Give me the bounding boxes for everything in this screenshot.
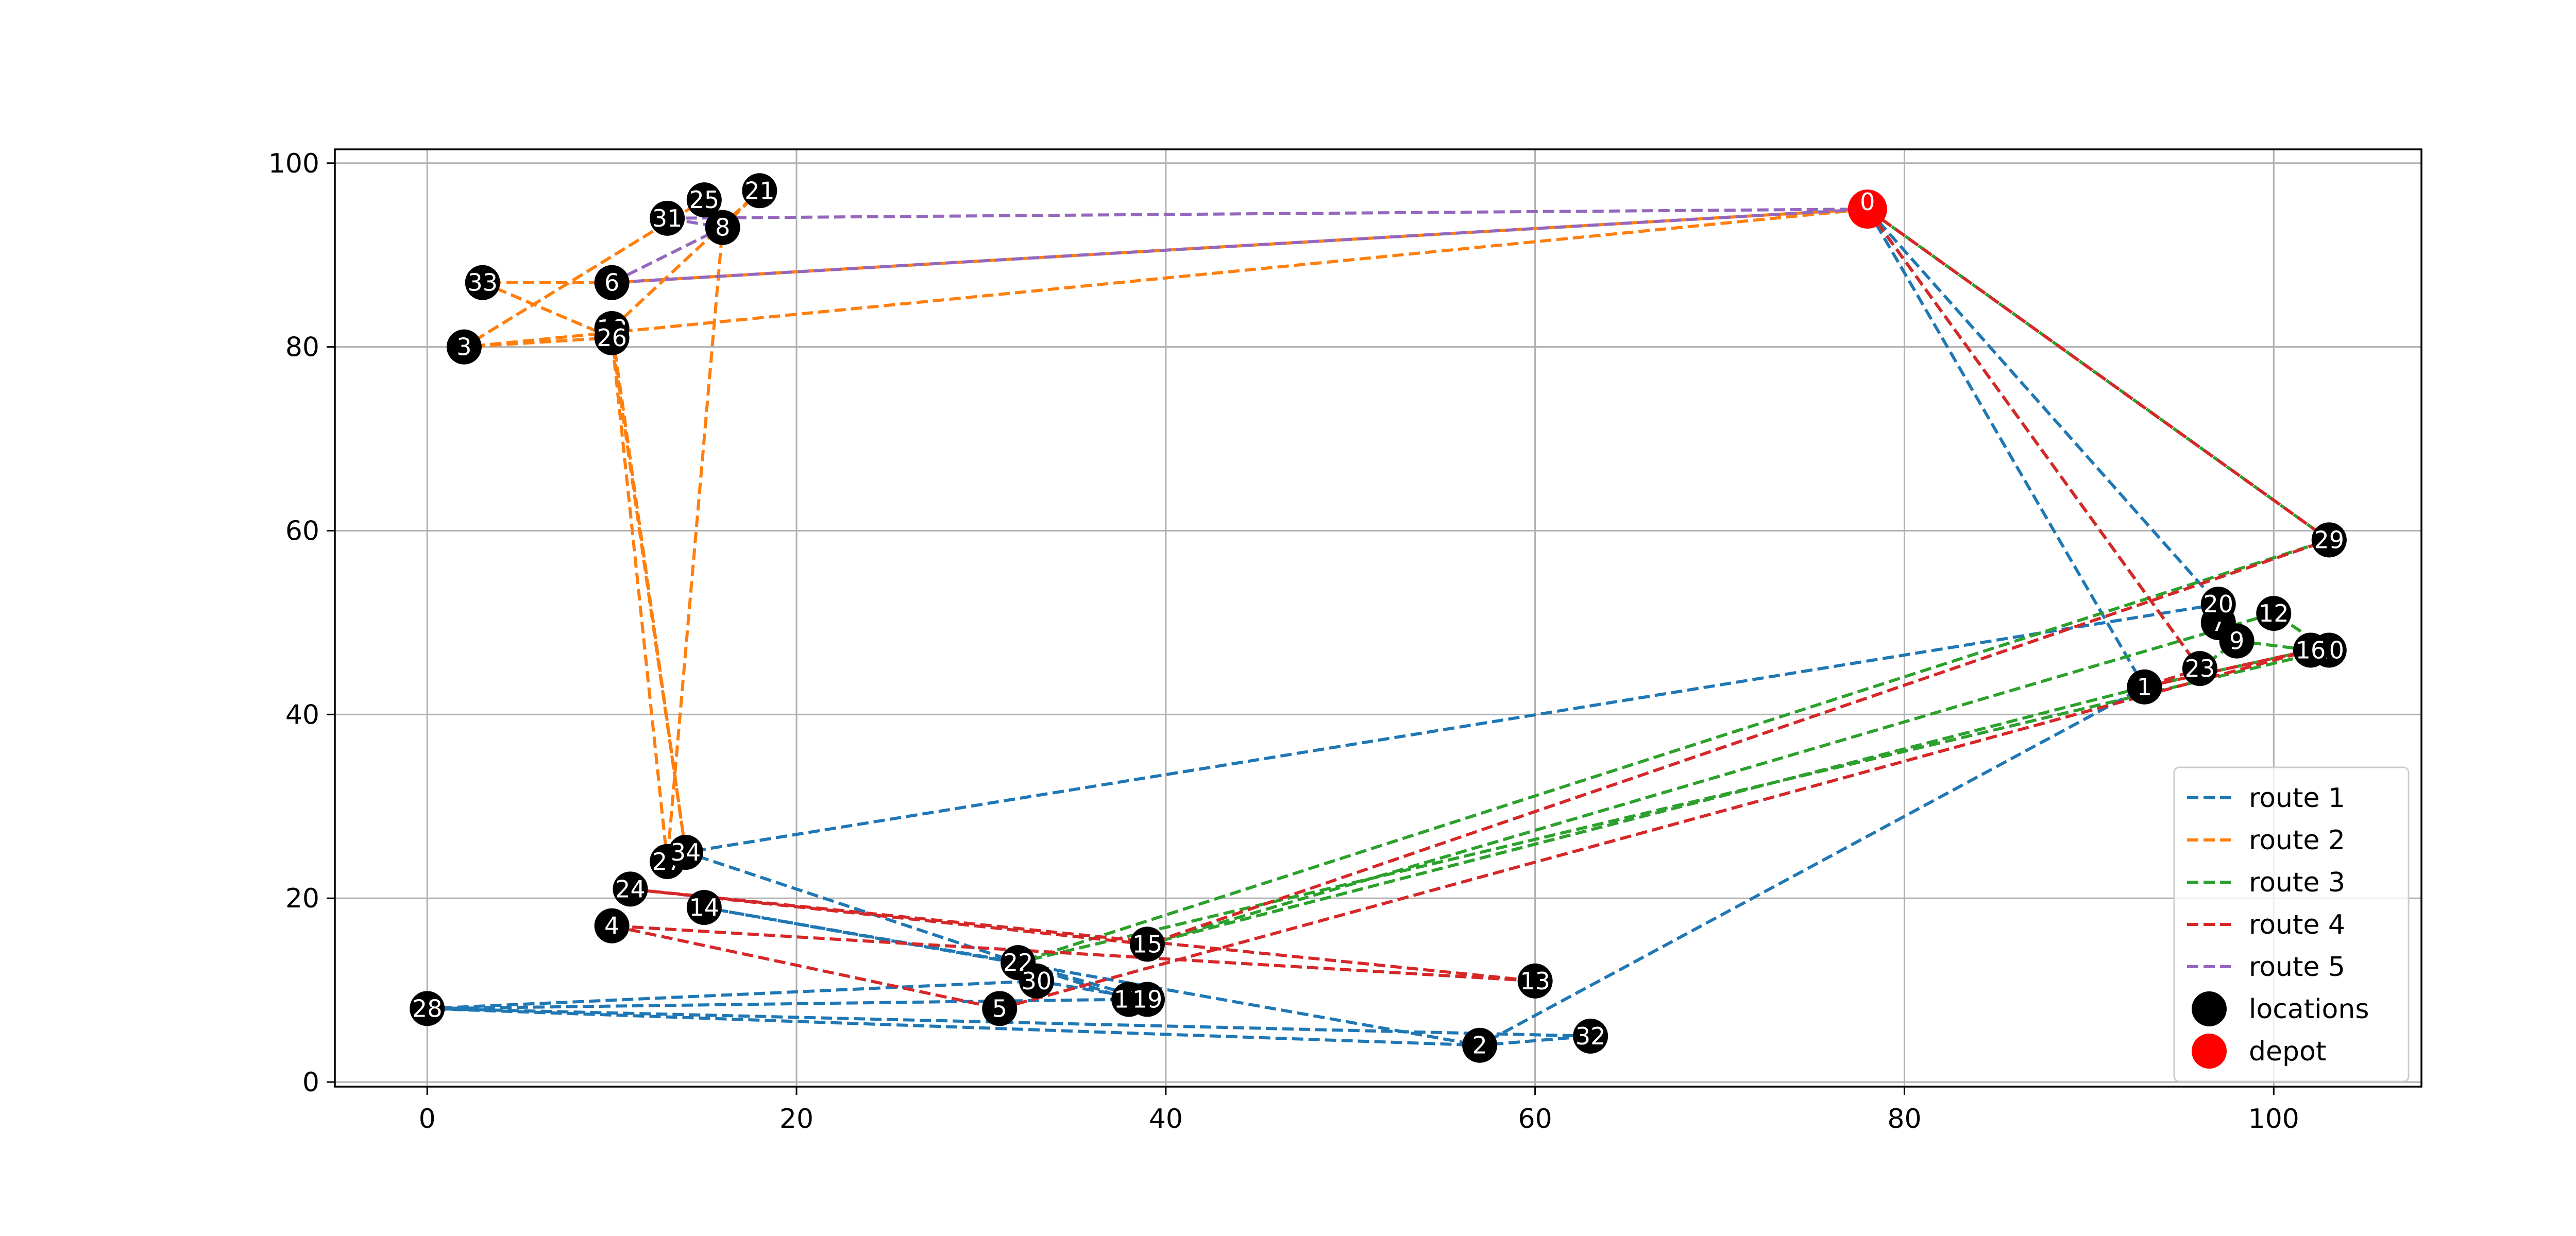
location-marker [2219, 623, 2255, 659]
location-marker [686, 890, 722, 925]
x-tick-label: 80 [1887, 1104, 1921, 1135]
depot-label: 0 [1860, 188, 1875, 216]
y-tick-label: 80 [285, 332, 319, 363]
location-label: 33 [467, 269, 498, 297]
plot-frame [334, 148, 2422, 1088]
location-label: 19 [1132, 985, 1163, 1013]
location-marker [742, 173, 777, 209]
location-marker [1462, 1027, 1498, 1063]
location-label: 15 [1132, 930, 1163, 958]
location-label: 23 [2185, 655, 2215, 682]
location-label: 20 [2203, 590, 2233, 618]
location-label: 9 [2229, 627, 2244, 655]
location-label: 30 [1022, 967, 1052, 995]
legend-swatch-marker [2192, 991, 2227, 1026]
location-label: 16 [2296, 636, 2326, 664]
legend-label: route 5 [2249, 952, 2345, 983]
location-label: 24 [615, 875, 646, 903]
y-tick-label: 60 [285, 516, 319, 546]
location-marker [594, 265, 630, 300]
location-label: 6 [604, 269, 619, 297]
location-marker [465, 265, 500, 300]
location-label: 14 [689, 894, 720, 921]
legend-label: route 4 [2249, 909, 2345, 940]
y-tick-label: 40 [285, 699, 319, 730]
legend-swatch-marker [2192, 1034, 2227, 1069]
y-tick-label: 0 [302, 1067, 319, 1098]
location-label: 13 [1520, 967, 1550, 995]
y-tick-label: 100 [268, 148, 319, 179]
location-points: 1234567891011121314151617181920212223242… [410, 173, 2347, 1063]
legend: route 1 route 2 route 3 route 4 route 5 locat… [2173, 766, 2410, 1083]
y-tick-label: 20 [285, 883, 319, 914]
x-tick-label: 0 [419, 1104, 436, 1135]
location-marker [2293, 632, 2328, 668]
legend-label: route 2 [2249, 825, 2345, 856]
location-label: 5 [992, 994, 1007, 1022]
location-marker [2200, 587, 2236, 622]
location-label: 26 [597, 324, 627, 352]
location-label: 12 [2259, 599, 2289, 627]
location-label: 34 [671, 838, 701, 866]
location-marker [1019, 963, 1054, 999]
location-marker [2127, 669, 2162, 705]
legend-label: locations [2249, 994, 2369, 1025]
location-marker [1573, 1018, 1608, 1054]
x-tick-label: 20 [779, 1104, 814, 1135]
location-label: 32 [1575, 1022, 1606, 1050]
grid-lines [335, 149, 2421, 1087]
location-marker [668, 835, 703, 870]
location-label: 29 [2314, 526, 2345, 554]
location-label: 3 [456, 333, 471, 361]
legend-label: route 3 [2249, 867, 2345, 898]
location-marker [1517, 963, 1553, 999]
x-tick-label: 40 [1149, 1104, 1183, 1135]
location-marker [686, 182, 722, 218]
location-label: 2 [1472, 1032, 1487, 1059]
location-marker [2182, 651, 2217, 686]
location-marker [982, 991, 1018, 1026]
location-marker [446, 329, 482, 365]
location-marker [650, 200, 685, 236]
location-marker [2311, 522, 2347, 558]
location-label: 25 [689, 186, 720, 214]
x-tick-label: 60 [1518, 1104, 1552, 1135]
legend-label: depot [2249, 1036, 2326, 1067]
location-marker [613, 871, 648, 907]
location-marker [2256, 596, 2292, 631]
x-tick-label: 100 [2248, 1104, 2299, 1135]
legend-label: route 1 [2249, 783, 2345, 814]
depot-marker [1848, 189, 1887, 229]
location-marker [594, 908, 630, 943]
location-label: 21 [744, 177, 775, 204]
legend-box [2173, 766, 2410, 1083]
location-label: 31 [652, 204, 683, 232]
location-label: 8 [715, 214, 730, 242]
location-marker [1129, 982, 1165, 1017]
location-label: 1 [2137, 673, 2152, 701]
location-marker [410, 991, 445, 1026]
location-label: 4 [604, 912, 619, 940]
location-label: 28 [412, 994, 443, 1022]
location-marker [1129, 926, 1165, 962]
location-marker [594, 320, 630, 355]
location-marker [705, 210, 740, 245]
